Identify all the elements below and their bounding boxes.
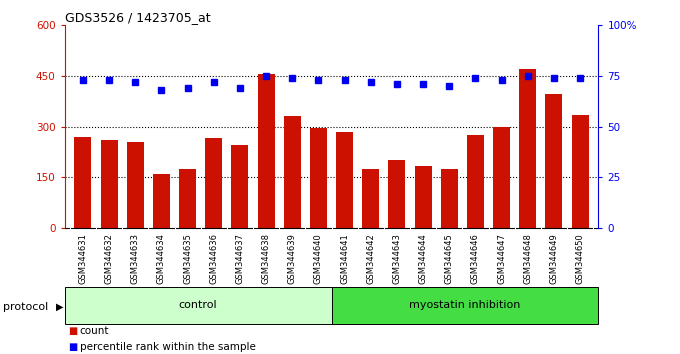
Text: GSM344648: GSM344648 <box>523 233 532 284</box>
Text: GSM344650: GSM344650 <box>575 233 585 284</box>
Text: control: control <box>179 300 218 310</box>
Text: GSM344633: GSM344633 <box>131 233 140 284</box>
Bar <box>415 166 432 228</box>
Bar <box>258 74 275 228</box>
Bar <box>310 128 327 228</box>
Bar <box>545 94 562 228</box>
Bar <box>205 138 222 228</box>
Text: GSM344632: GSM344632 <box>105 233 114 284</box>
Text: GSM344646: GSM344646 <box>471 233 480 284</box>
Text: ■: ■ <box>68 342 78 352</box>
Text: count: count <box>80 326 109 336</box>
Text: GSM344640: GSM344640 <box>314 233 323 284</box>
Text: GSM344647: GSM344647 <box>497 233 506 284</box>
Text: ■: ■ <box>68 326 78 336</box>
Bar <box>441 169 458 228</box>
Text: GSM344639: GSM344639 <box>288 233 296 284</box>
Bar <box>336 132 353 228</box>
Text: GSM344642: GSM344642 <box>367 233 375 284</box>
Bar <box>572 115 589 228</box>
Text: protocol: protocol <box>3 302 49 312</box>
Text: GSM344635: GSM344635 <box>183 233 192 284</box>
Text: GSM344649: GSM344649 <box>549 233 558 284</box>
Text: GSM344637: GSM344637 <box>235 233 244 284</box>
Text: GSM344644: GSM344644 <box>419 233 428 284</box>
Bar <box>65 287 332 324</box>
Bar <box>362 169 379 228</box>
Bar <box>467 135 484 228</box>
Bar <box>153 174 170 228</box>
Text: GSM344636: GSM344636 <box>209 233 218 284</box>
Text: GSM344641: GSM344641 <box>340 233 349 284</box>
Text: ▶: ▶ <box>56 302 63 312</box>
Bar <box>231 145 248 228</box>
Text: GSM344645: GSM344645 <box>445 233 454 284</box>
Text: GSM344634: GSM344634 <box>157 233 166 284</box>
Bar <box>493 127 510 228</box>
Text: GSM344631: GSM344631 <box>78 233 88 284</box>
Bar <box>284 116 301 228</box>
Text: GSM344638: GSM344638 <box>262 233 271 284</box>
Bar <box>126 142 143 228</box>
Text: GSM344643: GSM344643 <box>392 233 401 284</box>
Bar <box>388 160 405 228</box>
Bar <box>520 69 537 228</box>
Text: myostatin inhibition: myostatin inhibition <box>409 300 521 310</box>
Text: GDS3526 / 1423705_at: GDS3526 / 1423705_at <box>65 11 210 24</box>
Bar <box>74 137 91 228</box>
Bar <box>179 169 196 228</box>
Bar <box>101 140 118 228</box>
Bar <box>332 287 598 324</box>
Text: percentile rank within the sample: percentile rank within the sample <box>80 342 256 352</box>
